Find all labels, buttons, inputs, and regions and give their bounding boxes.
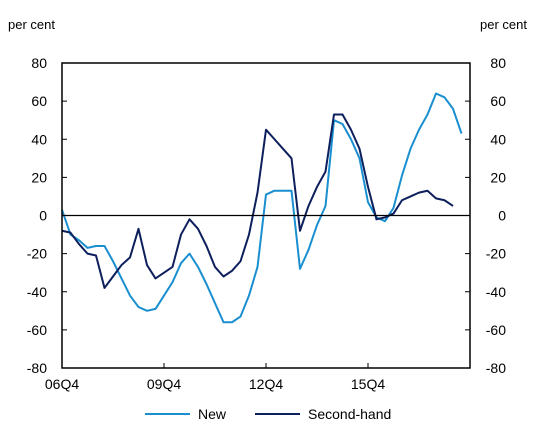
- left-axis-unit-label: per cent: [8, 17, 55, 32]
- y-left-tick-label: -60: [27, 322, 47, 338]
- left-y-axis: 80 60 40 20 0 -20 -40 -60 -80: [27, 55, 67, 376]
- y-left-tick-label: 60: [31, 93, 47, 109]
- y-right-tick-label: 80: [490, 55, 506, 71]
- y-right-tick-label: -80: [486, 360, 506, 376]
- y-right-tick-label: 20: [490, 169, 506, 185]
- plot-area-frame: [61, 62, 471, 369]
- y-right-tick-label: -40: [486, 284, 506, 300]
- y-left-tick-label: -20: [27, 246, 47, 262]
- y-left-tick-label: -40: [27, 284, 47, 300]
- right-axis-unit-label: per cent: [480, 17, 527, 32]
- series-layer: [61, 92, 463, 324]
- y-left-tick-label: -80: [27, 360, 47, 376]
- x-tick-label: 12Q4: [249, 376, 283, 392]
- y-right-tick-label: 60: [490, 93, 506, 109]
- x-tick-label: 09Q4: [147, 376, 181, 392]
- series-line-new: [61, 92, 463, 324]
- y-left-tick-label: 40: [31, 131, 47, 147]
- legend-label-second-hand: Second-hand: [308, 406, 391, 422]
- legend: New Second-hand: [145, 406, 391, 422]
- y-right-tick-label: -20: [486, 246, 506, 262]
- y-right-tick-label: -60: [486, 322, 506, 338]
- legend-label-new: New: [198, 406, 227, 422]
- x-axis: 06Q4 09Q4 12Q4 15Q4: [45, 363, 385, 392]
- right-y-axis: 80 60 40 20 0 -20 -40 -60 -80: [465, 55, 506, 376]
- y-left-tick-label: 80: [31, 55, 47, 71]
- y-right-tick-label: 40: [490, 131, 506, 147]
- y-left-tick-label: 0: [39, 208, 47, 224]
- x-tick-label: 15Q4: [351, 376, 385, 392]
- x-tick-label: 06Q4: [45, 376, 79, 392]
- y-left-tick-label: 20: [31, 169, 47, 185]
- y-right-tick-label: 0: [498, 208, 506, 224]
